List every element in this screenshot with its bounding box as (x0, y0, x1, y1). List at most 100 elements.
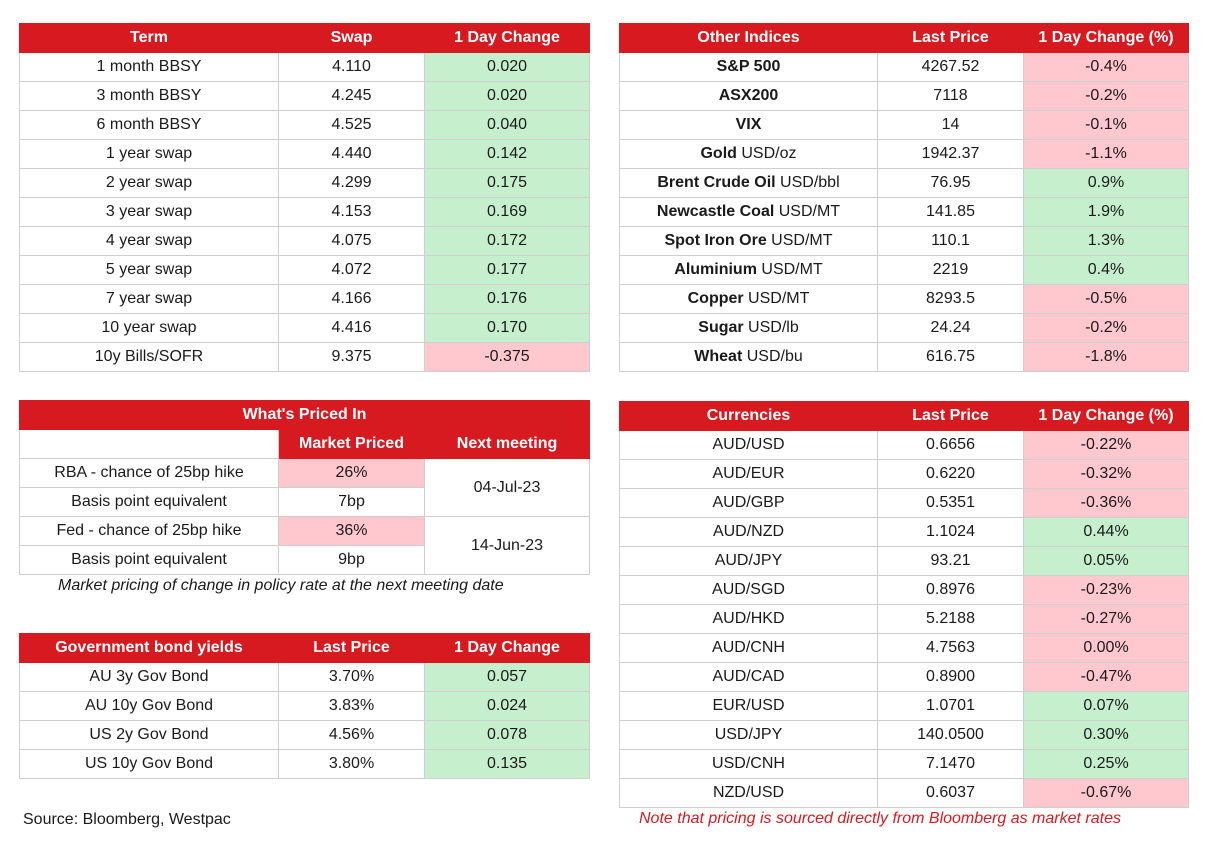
priced-in-value: 36% (278, 516, 425, 546)
swap-change: 0.142 (424, 139, 590, 169)
swap-rate: 4.072 (278, 255, 425, 285)
swap-row: 10y Bills/SOFR 9.375 -0.375 (19, 342, 590, 372)
priced-in-label: RBA - chance of 25bp hike (19, 458, 279, 488)
currency-price: 0.5351 (877, 488, 1024, 518)
currency-change: 0.44% (1023, 517, 1189, 547)
swap-row: 4 year swap 4.075 0.172 (19, 226, 590, 256)
swap-term: 4 year swap (19, 226, 279, 256)
currency-price: 0.8976 (877, 575, 1024, 605)
bond-row: AU 10y Gov Bond 3.83% 0.024 (19, 691, 590, 721)
currency-row: NZD/USD 0.6037 -0.67% (619, 778, 1189, 808)
swap-change: 0.170 (424, 313, 590, 343)
currency-pair: AUD/GBP (619, 488, 878, 518)
swap-rates-table: Term Swap 1 Day Change 1 month BBSY 4.110… (19, 23, 590, 372)
swap-rate: 4.299 (278, 168, 425, 198)
pricing-note: Note that pricing is sourced directly fr… (639, 810, 1121, 827)
government-bond-yields-table: Government bond yields Last Price 1 Day … (19, 633, 590, 779)
swap-term: 2 year swap (19, 168, 279, 198)
swap-term: 10y Bills/SOFR (19, 342, 279, 372)
index-price: 4267.52 (877, 52, 1024, 82)
index-name-cell: Spot Iron Ore USD/MT (619, 226, 878, 256)
whats-priced-in-table: What's Priced In Market Priced Next meet… (19, 400, 590, 575)
priced-in-value: 26% (278, 458, 425, 488)
currency-row: USD/JPY 140.0500 0.30% (619, 720, 1189, 750)
header-bond-1-day-change: 1 Day Change (424, 633, 590, 663)
swap-rate: 4.110 (278, 52, 425, 82)
index-change: -1.1% (1023, 139, 1189, 169)
currency-row: AUD/HKD 5.2188 -0.27% (619, 604, 1189, 634)
currency-pair: AUD/CNH (619, 633, 878, 663)
currency-row: AUD/USD 0.6656 -0.22% (619, 430, 1189, 460)
swap-term: 5 year swap (19, 255, 279, 285)
index-name: Spot Iron Ore (664, 232, 767, 249)
swap-change: 0.020 (424, 81, 590, 111)
index-name: Gold (700, 145, 737, 162)
priced-in-title-row: What's Priced In (19, 400, 590, 430)
swap-rate: 4.153 (278, 197, 425, 227)
currency-pair: AUD/NZD (619, 517, 878, 547)
index-unit: USD/lb (743, 319, 799, 336)
index-name-cell: Aluminium USD/MT (619, 255, 878, 285)
index-price: 14 (877, 110, 1024, 140)
currency-change: -0.23% (1023, 575, 1189, 605)
priced-in-row: Basis point equivalent 7bp (19, 487, 590, 517)
currency-pair: AUD/JPY (619, 546, 878, 576)
currency-row: AUD/JPY 93.21 0.05% (619, 546, 1189, 576)
index-row: Newcastle Coal USD/MT 141.85 1.9% (619, 197, 1189, 227)
header-market-priced: Market Priced (278, 429, 425, 459)
currency-price: 1.0701 (877, 691, 1024, 721)
currency-price: 0.6220 (877, 459, 1024, 489)
priced-in-header-row: Market Priced Next meeting (19, 429, 590, 459)
priced-in-label: Basis point equivalent (19, 545, 279, 575)
swap-term: 1 year swap (19, 139, 279, 169)
currency-price: 1.1024 (877, 517, 1024, 547)
index-name: Aluminium (674, 261, 757, 278)
index-row: ASX200 7118 -0.2% (619, 81, 1189, 111)
swap-rate: 4.166 (278, 284, 425, 314)
header-currencies: Currencies (619, 401, 878, 431)
currency-row: AUD/GBP 0.5351 -0.36% (619, 488, 1189, 518)
swap-change: 0.176 (424, 284, 590, 314)
swap-row: 2 year swap 4.299 0.175 (19, 168, 590, 198)
index-name: Copper (687, 290, 744, 307)
index-unit: USD/bu (742, 348, 803, 365)
currency-change: -0.67% (1023, 778, 1189, 808)
priced-in-row: RBA - chance of 25bp hike 26% 04-Jul-23 (19, 458, 590, 517)
bond-rows: AU 3y Gov Bond 3.70% 0.057 AU 10y Gov Bond 3… (19, 662, 590, 779)
priced-in-title: What's Priced In (19, 400, 590, 430)
currency-change: 0.30% (1023, 720, 1189, 750)
priced-in-row: Fed - chance of 25bp hike 36% 14-Jun-23 (19, 516, 590, 575)
index-change: -0.4% (1023, 52, 1189, 82)
index-change: 1.9% (1023, 197, 1189, 227)
index-name: Sugar (698, 319, 744, 336)
header-last-price: Last Price (877, 23, 1024, 53)
index-row: Spot Iron Ore USD/MT 110.1 1.3% (619, 226, 1189, 256)
index-row: Aluminium USD/MT 2219 0.4% (619, 255, 1189, 285)
index-row: S&P 500 4267.52 -0.4% (619, 52, 1189, 82)
index-change: 0.4% (1023, 255, 1189, 285)
currency-price: 140.0500 (877, 720, 1024, 750)
next-meeting-fed: 14-Jun-23 (424, 516, 590, 575)
swap-change: -0.375 (424, 342, 590, 372)
swap-row: 6 month BBSY 4.525 0.040 (19, 110, 590, 140)
swap-rate: 4.416 (278, 313, 425, 343)
swap-change: 0.169 (424, 197, 590, 227)
currency-price: 0.6037 (877, 778, 1024, 808)
header-government-bond-yields: Government bond yields (19, 633, 279, 663)
index-change: 0.9% (1023, 168, 1189, 198)
currency-row: AUD/SGD 0.8976 -0.23% (619, 575, 1189, 605)
swap-term: 3 year swap (19, 197, 279, 227)
index-name-cell: VIX (619, 110, 878, 140)
currency-pair: AUD/SGD (619, 575, 878, 605)
index-price: 1942.37 (877, 139, 1024, 169)
index-name: VIX (735, 116, 762, 133)
index-name: Newcastle Coal (656, 203, 775, 220)
swap-row: 1 month BBSY 4.110 0.020 (19, 52, 590, 82)
index-change: -1.8% (1023, 342, 1189, 372)
indices-header-row: Other Indices Last Price 1 Day Change (%… (619, 23, 1189, 53)
bond-row: US 2y Gov Bond 4.56% 0.078 (19, 720, 590, 750)
index-price: 616.75 (877, 342, 1024, 372)
index-price: 2219 (877, 255, 1024, 285)
swap-row: 3 year swap 4.153 0.169 (19, 197, 590, 227)
index-price: 76.95 (877, 168, 1024, 198)
